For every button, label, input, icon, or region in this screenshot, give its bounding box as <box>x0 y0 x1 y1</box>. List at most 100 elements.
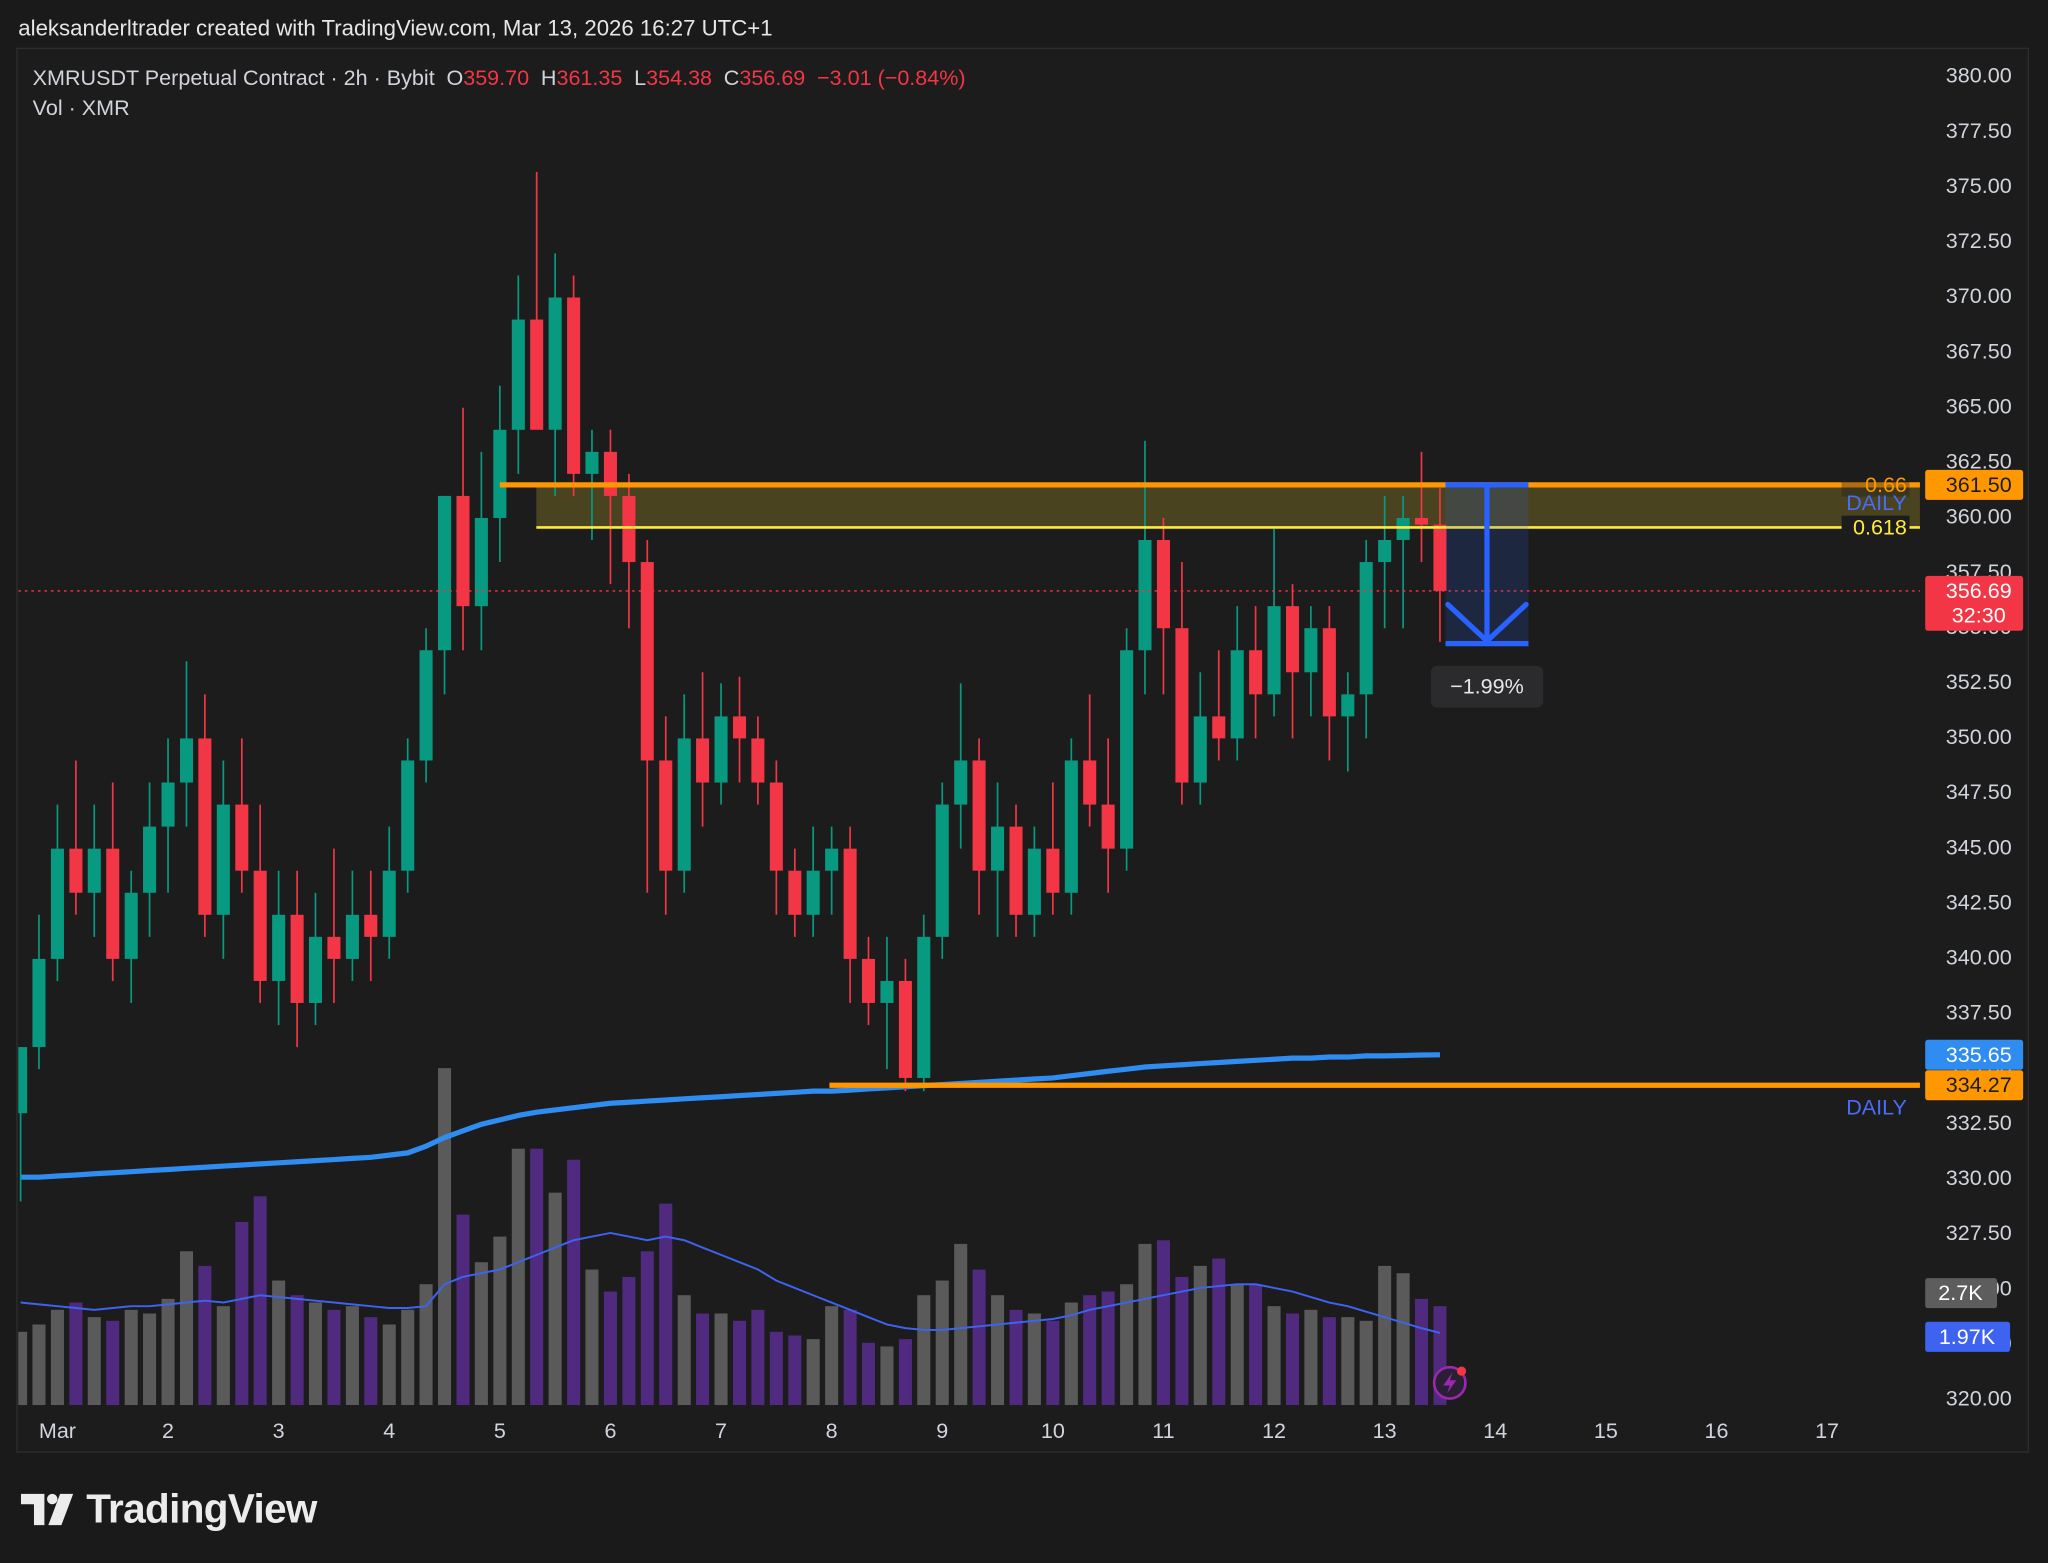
fib-label-bg <box>1841 515 1910 540</box>
candle-body <box>751 738 765 783</box>
candle-body <box>456 495 470 607</box>
volume-bar <box>290 1295 304 1406</box>
candle-body <box>419 650 433 761</box>
candle-body <box>32 958 46 1048</box>
candle-body <box>954 760 968 805</box>
volume-bar <box>364 1317 378 1406</box>
x-tick-label: 2 <box>162 1419 174 1443</box>
x-tick-label: 8 <box>826 1419 838 1443</box>
candle-body <box>1396 517 1410 541</box>
volume-bar <box>898 1339 912 1406</box>
candle-body <box>622 495 636 563</box>
candle-body <box>1083 760 1097 805</box>
volume-bar <box>1120 1284 1134 1406</box>
x-tick-label: 12 <box>1262 1419 1286 1443</box>
volume-bar <box>806 1339 820 1406</box>
volume-bar <box>1341 1317 1355 1406</box>
volume-bar <box>1285 1313 1300 1406</box>
candle-body <box>327 936 341 959</box>
volume-bar <box>18 1331 28 1406</box>
level-badge-bg <box>1925 469 2024 500</box>
volume-bar <box>714 1313 728 1406</box>
volume-bar <box>308 1302 323 1406</box>
volume-bar <box>696 1313 710 1406</box>
volume-bar <box>106 1320 120 1406</box>
x-tick-label: 5 <box>494 1419 506 1443</box>
volume-bar <box>1046 1320 1060 1406</box>
candle-body <box>732 716 747 739</box>
y-tick-label: 372.50 <box>1946 229 2012 253</box>
volume-bar <box>843 1309 857 1406</box>
candle-body <box>530 319 544 430</box>
volume-bar <box>198 1265 212 1406</box>
candle-body <box>898 980 912 1078</box>
candle-body <box>345 914 359 959</box>
candle-body <box>106 848 120 959</box>
y-tick-label: 327.50 <box>1946 1221 2012 1245</box>
volume-bar <box>1083 1295 1097 1406</box>
volume-bar <box>1027 1313 1041 1406</box>
candle-body <box>548 297 562 430</box>
candle-body <box>1009 826 1023 915</box>
volume-bar <box>1064 1302 1078 1406</box>
candle-body <box>364 914 378 937</box>
ohlc-value: 354.38 <box>646 66 713 91</box>
volume-bar <box>493 1236 507 1406</box>
volume-bar <box>235 1221 249 1406</box>
y-tick-label: 365.00 <box>1946 394 2012 418</box>
volume-bar <box>419 1284 433 1406</box>
x-tick-label: Mar <box>39 1419 76 1443</box>
candle-body <box>659 760 673 871</box>
y-tick-label: 337.50 <box>1946 1001 2012 1025</box>
volume-bar <box>567 1159 581 1406</box>
ma-badge: 335.65 <box>1946 1043 2012 1067</box>
candle-body <box>843 848 857 959</box>
candle-body <box>1433 524 1447 591</box>
x-tick-label: 16 <box>1704 1419 1728 1443</box>
y-tick-label: 375.00 <box>1946 174 2012 198</box>
candle-body <box>825 848 839 871</box>
volume-bar <box>1322 1317 1336 1406</box>
volume-bar <box>732 1320 747 1406</box>
volume-bar <box>1212 1258 1226 1406</box>
plot-area: −1.99% <box>18 171 1920 1406</box>
volume-bar <box>1414 1298 1429 1406</box>
volume-bar <box>87 1317 101 1406</box>
y-tick-label: 332.50 <box>1946 1111 2012 1135</box>
candle-body <box>308 936 323 1003</box>
volume-bar <box>1378 1265 1392 1406</box>
volume-bar <box>954 1243 968 1406</box>
volume-bar <box>991 1295 1005 1406</box>
volume-bar <box>345 1306 359 1406</box>
candle-body <box>401 760 415 871</box>
candle-body <box>50 848 64 959</box>
candle-body <box>917 936 931 1078</box>
volume-bar <box>272 1280 286 1406</box>
candle-body <box>161 782 175 827</box>
candle-body <box>143 826 157 893</box>
candle-body <box>1230 650 1244 739</box>
volume-bar <box>622 1276 636 1406</box>
candle-body <box>1193 716 1207 783</box>
volume-badge: 2.7K <box>1938 1281 1983 1305</box>
y-tick-label: 350.00 <box>1946 725 2012 749</box>
y-tick-label: 342.50 <box>1946 890 2012 914</box>
volume-bar <box>456 1214 470 1406</box>
level-badge: 334.27 <box>1946 1073 2012 1097</box>
volume-bar <box>1175 1276 1189 1406</box>
volume-bar <box>917 1295 931 1406</box>
candle-body <box>1378 540 1392 563</box>
volume-bar <box>474 1262 488 1406</box>
volume-badge-bg <box>1925 1278 1998 1309</box>
volume-bar <box>640 1251 654 1406</box>
candle-body <box>290 914 304 1003</box>
volume-bar <box>253 1196 267 1406</box>
level-zone <box>536 484 1920 528</box>
candle-body <box>272 914 286 981</box>
measure-arrow <box>1445 482 1529 645</box>
candle-body <box>1341 694 1355 717</box>
logo-mark <box>20 1493 74 1526</box>
candle-body <box>179 738 194 783</box>
